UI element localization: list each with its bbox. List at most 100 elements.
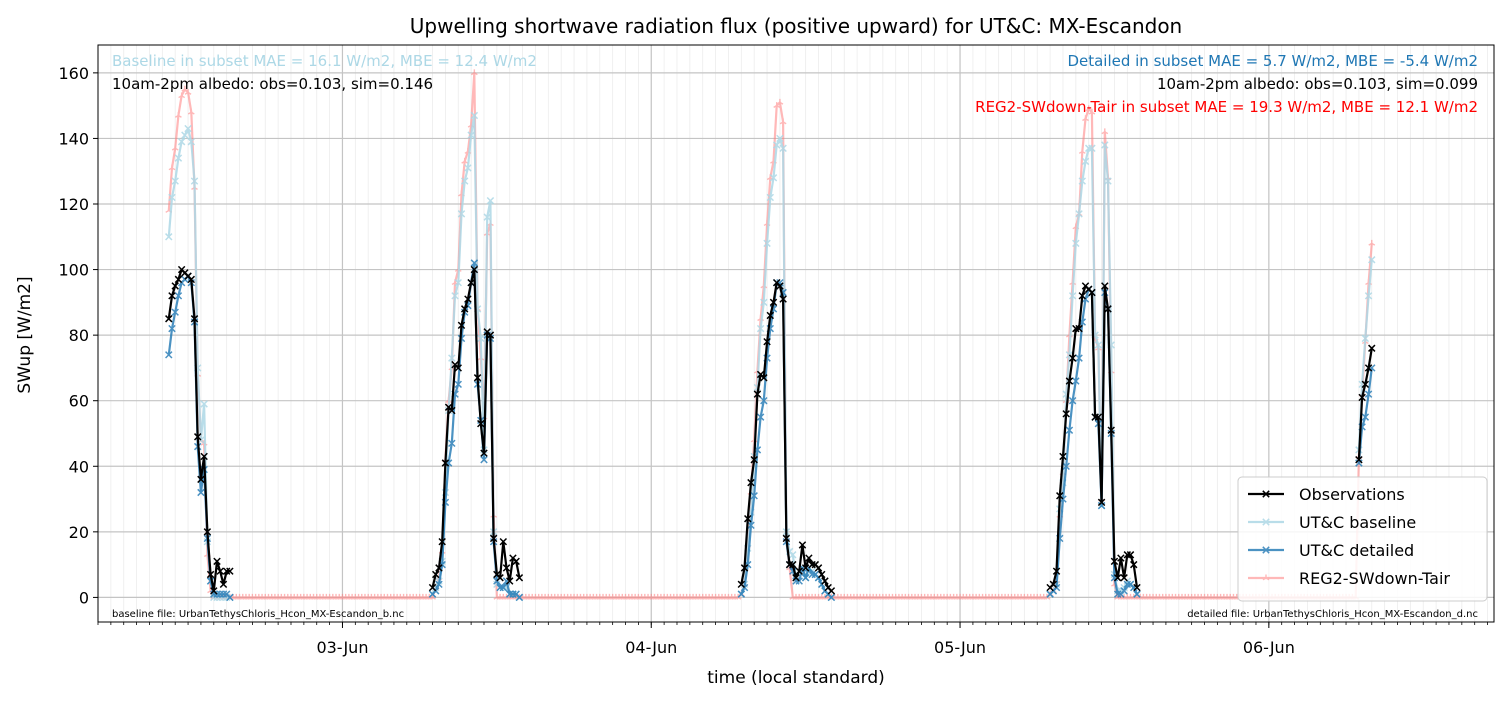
legend-label-reg2: REG2-SWdown-Tair [1299,569,1450,588]
y-tick-label: 160 [58,64,89,83]
data-point-baseline [760,298,768,307]
data-point-observations [1075,324,1083,333]
legend-label-detailed: UT&C detailed [1299,541,1414,560]
data-point-baseline [776,134,784,143]
data-point-baseline [779,144,787,153]
data-point-baseline [467,131,475,139]
data-point-observations [480,449,488,457]
data-point-observations [818,570,826,579]
data-point-observations [821,577,829,585]
data-point-observations [1107,426,1115,434]
data-point-baseline [165,233,173,241]
data-point-reg2 [773,102,781,109]
legend-label-observations: Observations [1299,485,1405,504]
data-point-observations [1117,554,1125,562]
data-point-observations [515,574,524,582]
data-point-observations [1101,282,1109,290]
data-point-baseline [168,193,176,202]
data-point-detailed [750,492,758,500]
data-point-baseline [1088,144,1096,153]
data-point-detailed [1364,390,1373,398]
data-point-observations [496,574,504,582]
data-point-baseline [1101,141,1109,149]
data-point-observations [744,514,752,523]
legend-label-baseline: UT&C baseline [1299,513,1416,532]
data-point-baseline [457,210,466,218]
data-point-detailed [480,455,488,464]
data-point-baseline [483,213,491,221]
legend-swatches [1248,490,1284,581]
data-point-baseline [200,400,208,408]
data-point-observations [1126,551,1135,559]
data-point-observations [753,390,762,398]
data-point-observations [814,564,823,572]
data-point-detailed [747,521,755,530]
data-point-observations [1368,344,1376,352]
data-point-reg2 [1082,115,1089,122]
data-point-baseline [181,131,189,139]
data-point-detailed [1062,462,1070,471]
data-point-observations [795,567,803,575]
data-point-observations [792,574,800,582]
data-point-detailed [1133,590,1141,598]
data-point-baseline [184,124,192,133]
data-point-detailed [737,590,746,598]
series-line-observations [431,268,521,588]
data-point-observations [1056,492,1064,500]
data-point-observations [499,537,508,546]
data-point-observations [1062,410,1070,418]
data-point-baseline [464,164,472,172]
data-point-baseline [1368,256,1376,264]
data-point-baseline [1068,292,1077,300]
data-point-observations [187,275,196,284]
data-point-observations [1361,380,1370,389]
data-point-observations [1113,574,1122,582]
data-point-observations [801,564,810,572]
data-point-detailed [168,324,176,333]
data-point-baseline [1078,177,1087,185]
data-point-observations [216,567,224,575]
data-point-observations [1104,305,1112,313]
data-point-observations [477,419,485,428]
chart-title: Upwelling shortwave radiation flux (posi… [410,14,1182,38]
data-point-reg2 [470,69,478,76]
data-point-observations [1355,455,1363,464]
legend-swatch-baseline [1248,518,1284,526]
data-point-observations [428,583,437,592]
data-point-detailed [827,593,836,602]
data-point-observations [766,311,774,320]
data-point-observations [1133,583,1141,592]
data-point-detailed [197,488,205,497]
data-point-reg2 [1088,108,1096,115]
data-point-observations [168,292,176,300]
data-point-baseline [187,137,196,146]
legend-swatch-observations [1248,490,1284,498]
data-point-reg2 [171,144,179,151]
data-point-observations [448,406,456,415]
data-point-baseline [1075,210,1083,218]
data-point-observations [1358,393,1366,402]
data-point-detailed [1361,413,1370,421]
data-point-reg2 [1101,128,1109,135]
data-point-observations [486,331,495,339]
data-point-detailed [801,574,810,582]
reg2-stats-annotation: REG2-SWdown-Tair in subset MAE = 19.3 W/… [975,98,1478,116]
data-point-reg2 [175,111,182,118]
data-point-observations [502,564,511,572]
data-point-baseline [190,177,199,185]
data-point-observations [197,475,205,484]
data-point-baseline [766,193,774,202]
data-point-detailed [226,593,234,602]
data-point-detailed [1120,587,1128,595]
axis-ticks: 0 20 40 60 80 100 120 140 160 03-Jun 04-Jun 05-Jun 0… [58,64,1488,657]
legend-swatch-marker [1262,546,1270,554]
detailed-albedo-annotation: 10am-2pm albedo: obs=0.103, sim=0.099 [1157,75,1478,93]
data-point-observations [769,298,778,307]
data-point-observations [827,587,836,595]
x-tick-label: 03-Jun [316,638,368,657]
data-point-observations [200,452,208,461]
data-point-observations [512,557,520,566]
data-point-baseline [772,141,781,149]
data-point-detailed [470,259,479,267]
data-point-observations [737,580,746,589]
